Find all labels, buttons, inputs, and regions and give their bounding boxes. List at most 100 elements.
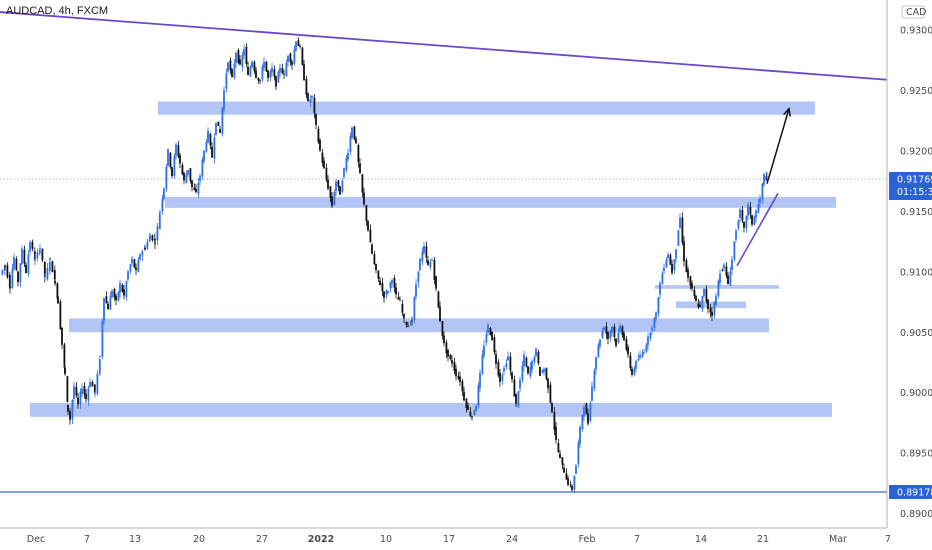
candle [417, 271, 420, 288]
candle [207, 127, 209, 144]
candle [765, 172, 768, 182]
candle [77, 393, 79, 409]
candle-body [289, 53, 292, 63]
candle [671, 259, 673, 275]
candle-body [751, 215, 753, 225]
candle-body [571, 485, 573, 491]
candle-body [717, 280, 720, 297]
candle-body [339, 186, 341, 195]
candle [495, 350, 497, 369]
candle [405, 321, 408, 328]
candle-body [285, 62, 288, 77]
candle-body [165, 166, 168, 190]
candle-body [89, 382, 91, 388]
candle [195, 183, 197, 194]
candle [445, 339, 448, 359]
candle [459, 371, 461, 387]
candle [481, 349, 484, 376]
candle-body [499, 373, 501, 382]
candle [9, 281, 11, 294]
candle-body [43, 261, 46, 277]
candle-body [121, 284, 124, 292]
candle [709, 303, 712, 318]
candle-body [503, 368, 505, 372]
candle-body [507, 356, 509, 360]
candle-body [381, 282, 384, 292]
candle-body [101, 321, 104, 357]
candle-body [361, 174, 364, 193]
candle-body [187, 170, 189, 175]
candle-body [766, 176, 768, 178]
candle-body [739, 209, 741, 218]
candle [131, 255, 133, 267]
candle-body [611, 326, 613, 333]
candle [277, 70, 280, 83]
candle-body [275, 76, 277, 87]
candle-body [529, 366, 532, 377]
time-tick-label: 27 [256, 534, 268, 545]
candle-body [395, 287, 397, 295]
candle [251, 60, 253, 69]
candle-body [371, 244, 373, 254]
candle-body [473, 410, 476, 415]
candle-body [713, 302, 716, 316]
candle-body [329, 186, 332, 198]
candle [249, 64, 252, 78]
level-price-tag-label: 0.89178 [897, 487, 932, 498]
candle-body [681, 217, 684, 243]
time-axis-panel[interactable] [0, 528, 932, 550]
candle-body [347, 152, 349, 160]
time-tick-label: 7 [84, 534, 90, 545]
candle-body [515, 393, 517, 404]
candle [67, 404, 69, 415]
candle-body [146, 241, 149, 249]
candle-body [647, 336, 649, 345]
candle-body [707, 299, 709, 310]
candle-body [249, 66, 252, 77]
candle-body [41, 248, 44, 261]
candle-body [23, 249, 26, 264]
candle [685, 257, 688, 273]
candle-body [753, 216, 756, 225]
candle [503, 365, 505, 376]
candle-body [151, 235, 154, 241]
candle [451, 355, 453, 368]
candle-body [451, 360, 453, 364]
candle-body [731, 259, 733, 271]
candle [107, 301, 109, 310]
candle-body [283, 73, 285, 75]
candle-body [429, 261, 432, 268]
candle [156, 222, 159, 246]
candle [13, 253, 15, 271]
candle-body [48, 261, 51, 272]
candle [713, 301, 716, 319]
candle [595, 355, 597, 375]
candle-body [551, 403, 553, 413]
candle [651, 325, 653, 336]
candle-body [67, 404, 69, 412]
candle-body [511, 372, 513, 380]
candle [63, 342, 66, 373]
candle [345, 154, 348, 173]
candle-body [479, 372, 481, 388]
price-axis-panel[interactable] [887, 0, 932, 528]
candle-body [253, 61, 256, 72]
candle [479, 369, 481, 393]
candle-body [171, 167, 173, 176]
candle-body [537, 351, 540, 364]
candle-body [483, 345, 485, 356]
candle-body [557, 443, 560, 452]
plot-area[interactable] [0, 0, 887, 528]
candle [763, 172, 765, 187]
candle [701, 295, 704, 312]
candle [549, 381, 552, 404]
candle-body [341, 180, 344, 193]
candle-body [243, 49, 245, 56]
candle-body [385, 291, 388, 295]
candle-body [691, 283, 693, 289]
candle [487, 322, 489, 336]
candle-body [653, 318, 656, 329]
